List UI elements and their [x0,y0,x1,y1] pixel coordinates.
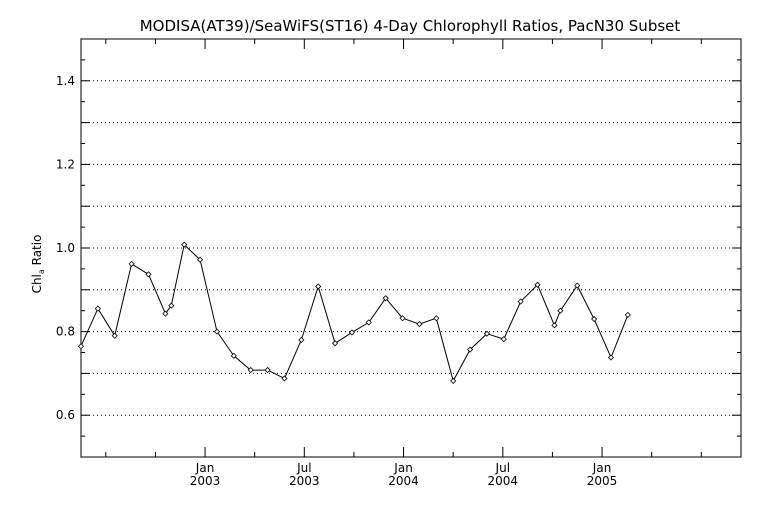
plot-frame [80,38,742,458]
y-axis-label-tail: Ratio [30,235,44,270]
data-point [181,241,188,248]
data-point [247,366,254,374]
gridlines [81,80,741,416]
series-line [80,243,629,383]
x-tick-year-label: 2003 [190,474,221,488]
data-point [607,354,615,361]
x-tick-month-label: Jan [393,461,413,475]
data-point [264,366,271,374]
data-point [315,283,322,290]
tick-marks [81,39,741,457]
data-point [94,305,101,312]
x-tick-year-label: 2004 [388,474,419,488]
data-point [111,332,118,339]
data-point [624,311,631,318]
data-point [591,315,598,323]
tick-labels: 0.60.81.01.21.4Jan2003Jul2003Jan2004Jul2… [56,74,617,488]
data-point [382,295,389,302]
data-point [213,328,221,335]
data-point [281,375,288,382]
data-point [348,329,356,336]
data-series [77,241,631,384]
data-point [500,336,507,343]
data-point [534,281,541,288]
x-tick-year-label: 2005 [587,474,618,488]
y-tick-label: 1.4 [56,74,75,88]
y-tick-label: 1.0 [56,241,75,255]
data-point [450,377,457,384]
y-tick-label: 1.2 [56,157,75,171]
x-tick-month-label: Jan [195,461,215,475]
data-point [128,260,135,267]
data-point [416,321,423,328]
data-point [399,315,406,322]
data-point [517,298,524,305]
data-point [162,310,169,317]
data-point [230,352,237,359]
x-tick-month-label: Jul [495,461,510,475]
data-point [557,307,564,314]
data-point [77,343,85,350]
data-point [466,346,474,353]
data-point [168,302,175,309]
data-point [332,340,339,347]
y-tick-label: 0.6 [56,408,75,422]
data-point [197,256,204,263]
y-axis-label-subscript: a [37,269,46,274]
axes [80,38,742,458]
x-tick-month-label: Jan [592,461,612,475]
data-point [433,315,440,322]
y-tick-label: 0.8 [56,325,75,339]
x-tick-year-label: 2004 [488,474,519,488]
data-point [145,271,152,278]
y-axis-label: Chla Ratio [30,235,46,294]
data-point [298,336,305,344]
data-point [483,330,490,337]
x-tick-month-label: Jul [296,461,311,475]
y-axis-label-main: Chl [30,274,44,293]
data-point [574,282,581,289]
x-tick-year-label: 2003 [289,474,320,488]
chart-title: MODISA(AT39)/SeaWiFS(ST16) 4-Day Chlorop… [140,17,681,35]
data-point [365,319,372,326]
data-point [551,322,558,329]
